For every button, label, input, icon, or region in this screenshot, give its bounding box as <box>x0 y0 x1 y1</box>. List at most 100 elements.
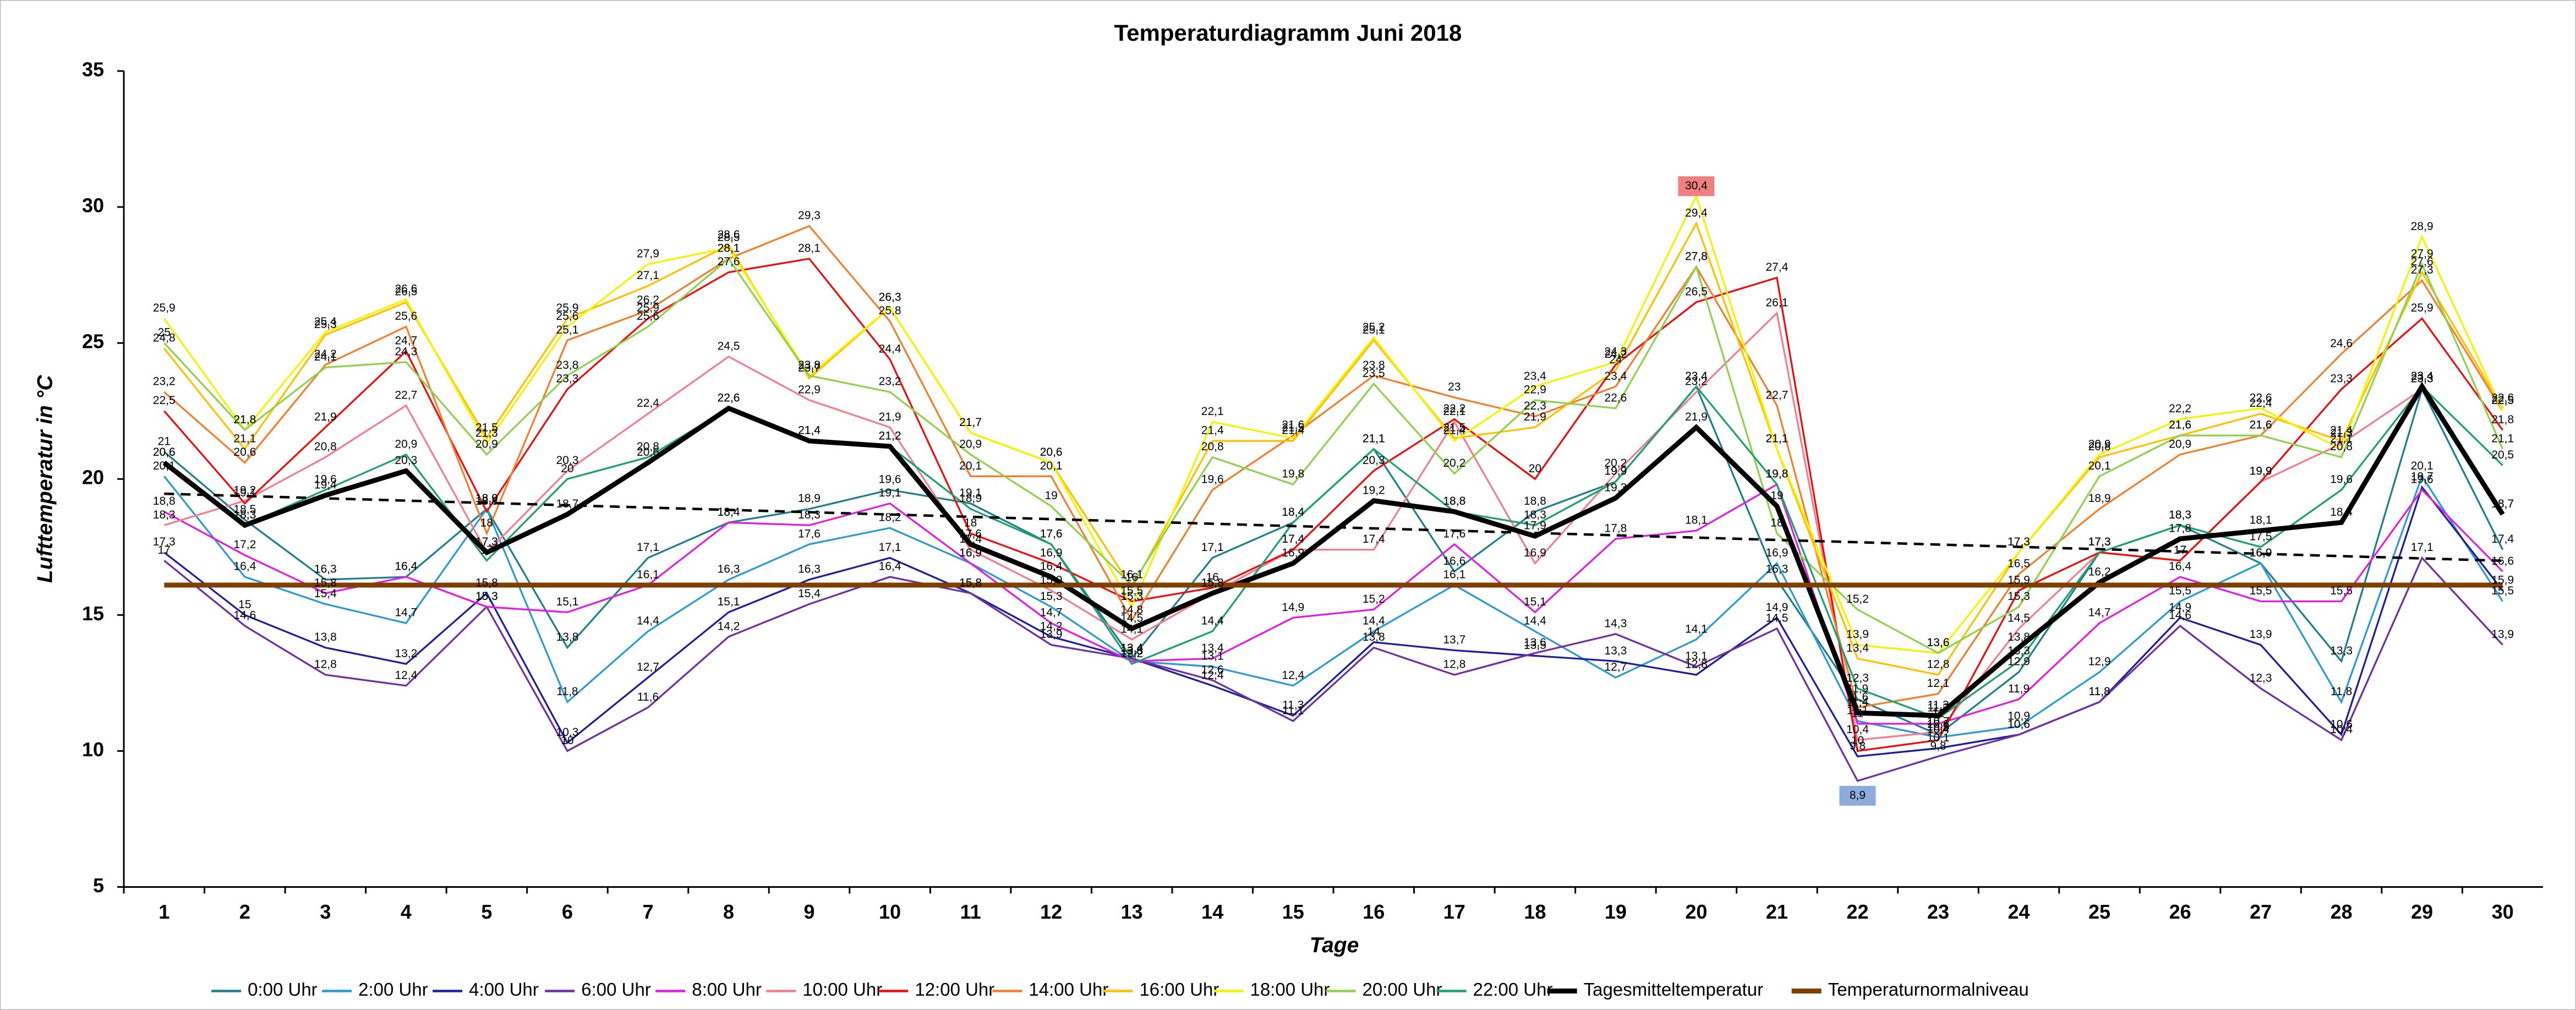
data-label: 24,3 <box>1604 345 1627 358</box>
data-label: 16,2 <box>2088 566 2111 578</box>
data-label: 26,3 <box>879 291 901 303</box>
legend-label: 6:00 Uhr <box>581 979 651 1000</box>
data-label: 18 <box>1770 517 1783 529</box>
data-label: 12,1 <box>1927 677 1950 690</box>
data-label: 29,3 <box>798 209 821 222</box>
data-label: 26,2 <box>637 293 659 306</box>
data-label: 20,1 <box>2088 460 2111 472</box>
data-label: 14,2 <box>718 620 740 632</box>
series-line <box>163 258 2504 752</box>
data-label: 17 <box>158 544 171 556</box>
data-label: 23,3 <box>2330 373 2353 385</box>
x-tick-label: 12 <box>1040 900 1062 923</box>
series-line <box>163 556 2503 782</box>
data-label: 11,4 <box>1847 696 1869 709</box>
data-label: 12,7 <box>637 660 659 673</box>
x-tick-label: 21 <box>1766 900 1788 923</box>
data-label: 20,2 <box>1443 457 1465 469</box>
data-label: 20,3 <box>1363 454 1385 467</box>
data-label: 17,3 <box>2088 536 2111 548</box>
data-label: 30,4 <box>1685 179 1708 192</box>
data-label: 23,2 <box>1685 375 1708 388</box>
data-label: 14 <box>1368 625 1381 638</box>
data-label: 18,4 <box>2330 506 2353 518</box>
data-label: 15,3 <box>1040 590 1063 603</box>
data-label: 15,8 <box>1201 576 1224 589</box>
data-label: 17,3 <box>475 536 498 548</box>
data-label: 18,8 <box>475 495 498 507</box>
x-tick-label: 5 <box>481 900 492 923</box>
data-label: 14,7 <box>395 607 417 619</box>
data-label: 19,1 <box>959 487 982 499</box>
x-tick-label: 15 <box>1282 900 1304 923</box>
data-label: 16,4 <box>879 560 901 573</box>
data-label: 17,4 <box>959 533 982 545</box>
data-label: 19,9 <box>1604 465 1627 478</box>
data-label: 27,6 <box>718 255 740 268</box>
data-label: 29,4 <box>1685 206 1708 219</box>
data-label: 17,6 <box>1040 527 1063 540</box>
data-label: 16,3 <box>718 563 740 576</box>
data-label: 13,5 <box>1524 639 1546 652</box>
legend-label: 8:00 Uhr <box>692 979 762 1000</box>
data-label: 11 <box>1852 707 1864 720</box>
data-label: 20,6 <box>153 446 176 458</box>
data-label: 17,4 <box>2491 533 2514 545</box>
data-label: 21,1 <box>1766 432 1789 445</box>
series-line <box>163 474 2504 739</box>
data-label: 13,6 <box>1524 636 1546 649</box>
data-label: 22,4 <box>2250 397 2272 410</box>
data-label: 19,6 <box>1201 473 1224 486</box>
x-tick-label: 10 <box>879 900 901 923</box>
x-tick-label: 24 <box>2008 900 2030 923</box>
data-label: 27,8 <box>1685 250 1708 263</box>
data-label: 22,9 <box>1524 383 1546 396</box>
series-line <box>162 381 2505 718</box>
data-label: 13,8 <box>556 631 579 643</box>
min-highlight <box>1839 785 1876 806</box>
data-label: 26,5 <box>1685 286 1708 298</box>
data-label: 11,8 <box>2088 685 2110 698</box>
data-label: 12,8 <box>314 658 337 671</box>
x-tick-label: 28 <box>2331 900 2353 923</box>
data-label: 21,2 <box>879 429 901 442</box>
data-label: 16,9 <box>1524 547 1546 559</box>
legend-label: Temperaturnormalniveau <box>1828 979 2029 1000</box>
data-label: 22,5 <box>2491 394 2514 407</box>
data-label: 15,9 <box>2491 574 2514 586</box>
data-label: 17,6 <box>798 527 821 540</box>
data-label: 13,2 <box>395 647 417 660</box>
data-label: 22,7 <box>1766 389 1789 401</box>
data-label: 25,2 <box>1363 321 1385 334</box>
data-label: 13,3 <box>1120 645 1143 657</box>
data-label: 15,2 <box>1363 593 1385 605</box>
data-label: 13,9 <box>2491 628 2514 641</box>
data-label: 14,6 <box>233 609 256 622</box>
data-label: 25,6 <box>637 310 659 323</box>
data-label: 18,5 <box>233 503 256 516</box>
data-label: 21,5 <box>475 422 498 434</box>
data-label: 17,5 <box>2250 530 2272 543</box>
data-label: 16,1 <box>1120 568 1143 581</box>
data-label: 17,3 <box>2008 536 2030 548</box>
data-label: 20,2 <box>1604 457 1627 469</box>
data-label: 12,4 <box>395 669 417 681</box>
data-label: 14,4 <box>1363 614 1385 627</box>
data-label: 12,3 <box>2250 671 2272 684</box>
data-label: 22,3 <box>1524 400 1546 412</box>
data-label: 24,3 <box>395 345 417 358</box>
data-label: 18,3 <box>153 509 176 521</box>
data-label: 12,6 <box>1201 663 1224 676</box>
x-tick-label: 7 <box>642 900 653 923</box>
data-label: 15,2 <box>1846 593 1869 605</box>
data-label: 23,8 <box>556 359 579 372</box>
data-label: 24,1 <box>314 351 337 363</box>
legend-label: 4:00 Uhr <box>469 979 539 1000</box>
data-label: 11 <box>1932 707 1944 720</box>
data-label: 22,6 <box>2250 391 2272 404</box>
data-label: 16 <box>1125 571 1138 583</box>
data-label: 10,7 <box>1927 715 1950 728</box>
data-label: 28,1 <box>718 242 740 255</box>
